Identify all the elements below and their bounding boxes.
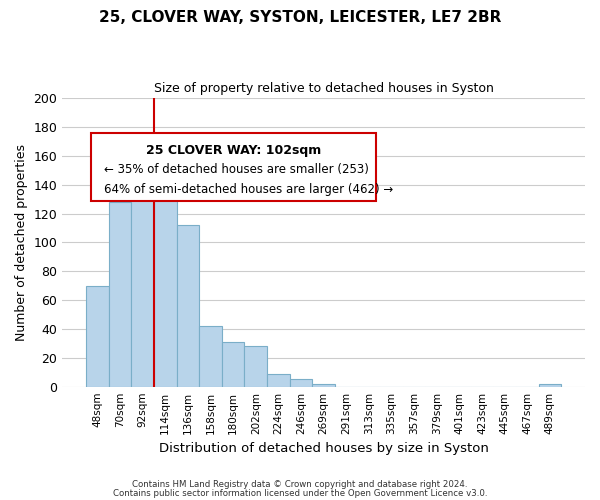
Text: 25 CLOVER WAY: 102sqm: 25 CLOVER WAY: 102sqm [146,144,321,156]
Bar [290,380,313,386]
Y-axis label: Number of detached properties: Number of detached properties [15,144,28,341]
Text: Contains HM Land Registry data © Crown copyright and database right 2024.: Contains HM Land Registry data © Crown c… [132,480,468,489]
Text: 25, CLOVER WAY, SYSTON, LEICESTER, LE7 2BR: 25, CLOVER WAY, SYSTON, LEICESTER, LE7 2… [99,10,501,25]
Bar [222,342,244,386]
Bar [244,346,267,387]
Bar [539,384,561,386]
Text: ← 35% of detached houses are smaller (253): ← 35% of detached houses are smaller (25… [104,163,369,176]
Bar [131,152,154,386]
Bar [313,384,335,386]
X-axis label: Distribution of detached houses by size in Syston: Distribution of detached houses by size … [159,442,488,455]
Bar [154,190,176,386]
Bar [199,326,222,386]
Bar [267,374,290,386]
Title: Size of property relative to detached houses in Syston: Size of property relative to detached ho… [154,82,494,96]
Bar [86,286,109,386]
Text: Contains public sector information licensed under the Open Government Licence v3: Contains public sector information licen… [113,488,487,498]
FancyBboxPatch shape [91,132,376,200]
Bar [176,225,199,386]
Bar [109,202,131,386]
Text: 64% of semi-detached houses are larger (462) →: 64% of semi-detached houses are larger (… [104,183,394,196]
